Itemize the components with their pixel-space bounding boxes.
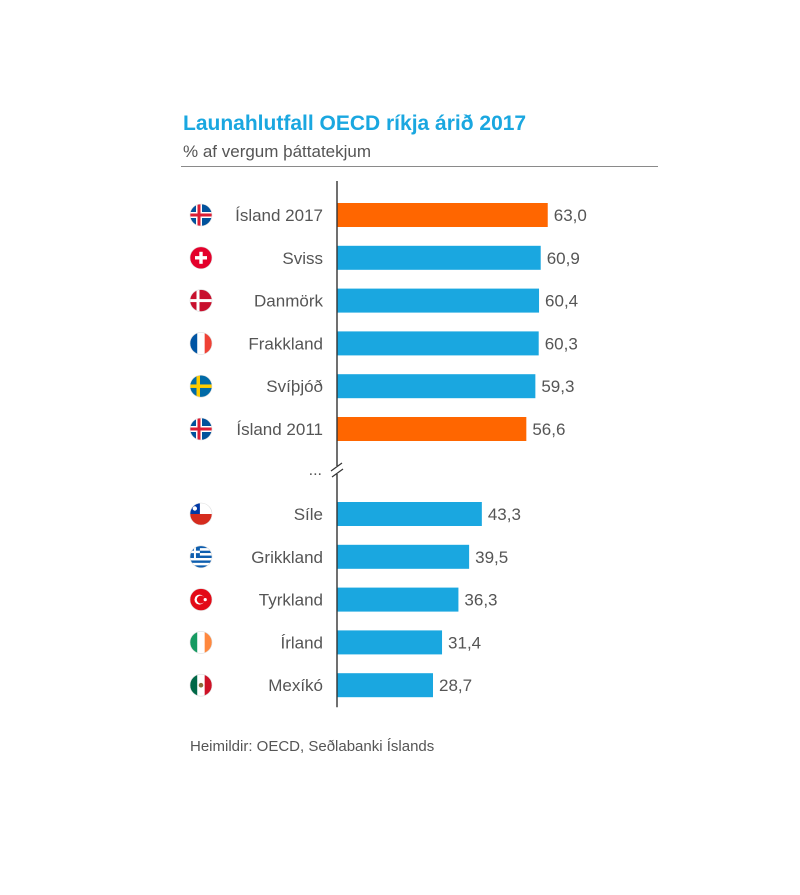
- value-label-mexiko: 28,7: [439, 676, 472, 695]
- value-label-irland: 31,4: [448, 633, 481, 652]
- category-label-irland: Írland: [280, 633, 323, 652]
- value-label-svithjod: 59,3: [541, 377, 574, 396]
- bar-svithjod: [337, 374, 536, 399]
- axis-break-gap: [329, 466, 345, 474]
- turkey-flag-tyrkland-icon: [189, 588, 213, 611]
- value-label-island-2017: 63,0: [554, 206, 587, 225]
- category-label-grikkland: Grikkland: [251, 548, 323, 567]
- category-label-frakkland: Frakkland: [248, 334, 323, 353]
- category-label-sile: Síle: [294, 505, 323, 524]
- bar-danmork: [337, 288, 540, 313]
- axis-break-mark: [331, 468, 344, 478]
- denmark-flag-danmork-icon: [189, 289, 213, 312]
- bar-irland: [337, 630, 443, 655]
- chart-subtitle: % af vergum þáttatekjum: [183, 142, 372, 161]
- value-label-danmork: 60,4: [545, 292, 578, 311]
- greece-flag-grikkland-icon: [189, 545, 213, 569]
- france-flag-frakkland-icon: [189, 332, 213, 355]
- bar-sviss: [337, 245, 541, 270]
- bar-island-2017: [337, 203, 548, 227]
- value-label-island-2011: 56,6: [532, 420, 565, 439]
- iceland-flag-island-2017-icon: [189, 203, 213, 227]
- value-label-frakkland: 60,3: [545, 334, 578, 353]
- source-note: Heimildir: OECD, Seðlabanki Íslands: [190, 738, 435, 755]
- category-label-island-2011: Ísland 2011: [236, 420, 323, 439]
- value-label-tyrkland: 36,3: [464, 591, 497, 610]
- bar-tyrkland: [337, 587, 459, 612]
- category-label-sviss: Sviss: [282, 249, 323, 268]
- category-label-danmork: Danmörk: [254, 292, 323, 311]
- category-label-mexiko: Mexíkó: [268, 676, 323, 695]
- category-label-island-2017: Ísland 2017: [235, 206, 323, 225]
- value-label-sile: 43,3: [488, 505, 521, 524]
- axis-break-ellipsis: ...: [309, 462, 322, 479]
- bar-frakkland: [337, 331, 539, 356]
- category-label-svithjod: Svíþjóð: [266, 377, 323, 396]
- bar-island-2011: [337, 417, 527, 441]
- mexico-flag-mexiko-icon: [189, 673, 213, 697]
- title-divider: [181, 166, 658, 167]
- switzerland-flag-sviss-icon: [189, 246, 213, 270]
- iceland-flag-island-2011-icon: [189, 417, 213, 441]
- category-label-tyrkland: Tyrkland: [259, 591, 323, 610]
- chile-flag-sile-icon: [189, 502, 213, 526]
- value-label-grikkland: 39,5: [475, 548, 508, 567]
- bar-mexiko: [337, 673, 434, 698]
- sweden-flag-svithjod-icon: [189, 374, 213, 398]
- bar-sile: [337, 502, 482, 526]
- axis-break-mark: [330, 462, 343, 472]
- value-label-sviss: 60,9: [547, 249, 580, 268]
- chart-title: Launahlutfall OECD ríkja árið 2017: [183, 112, 527, 135]
- bar-grikkland: [337, 544, 470, 569]
- ireland-flag-irland-icon: [189, 631, 213, 654]
